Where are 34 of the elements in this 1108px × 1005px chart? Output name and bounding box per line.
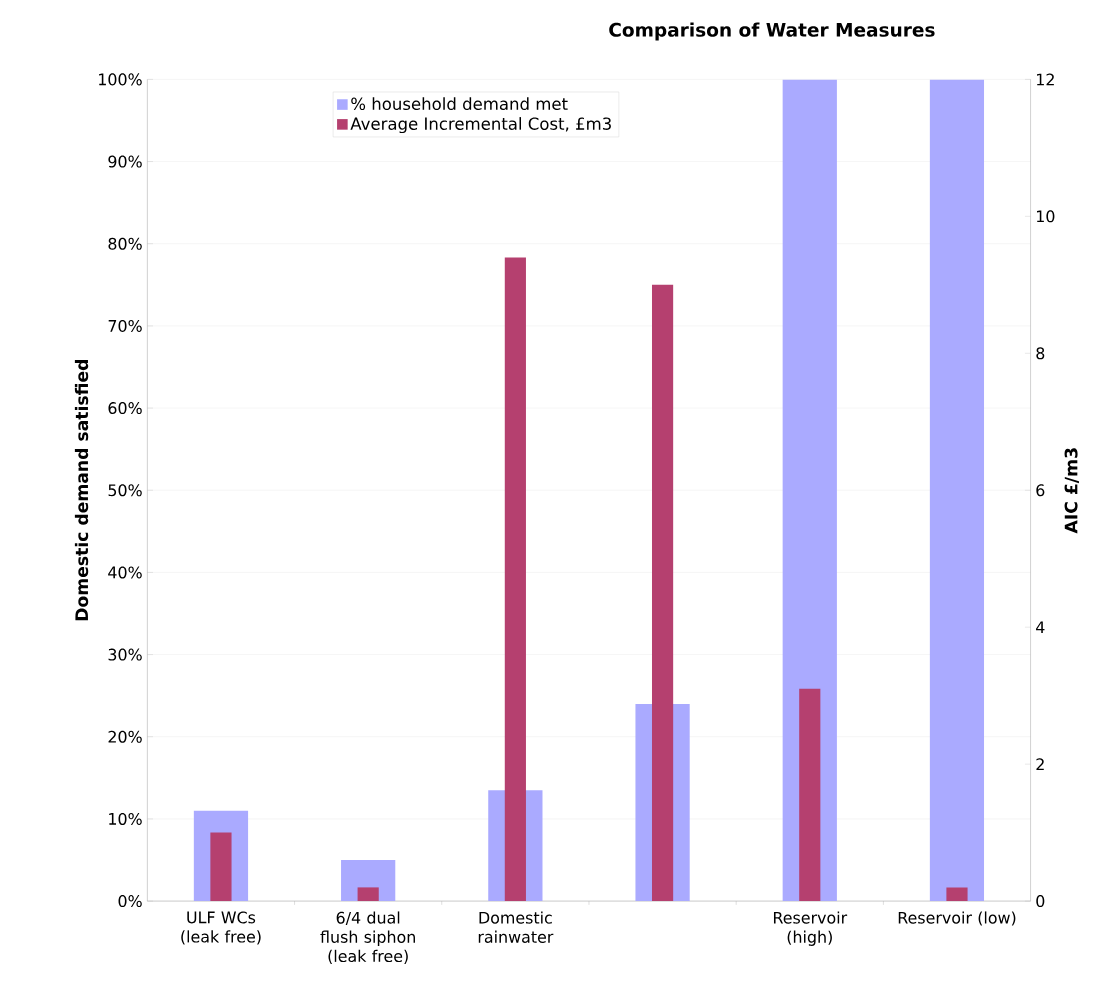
bar — [357, 887, 379, 901]
bar — [799, 688, 821, 901]
y2-tick-label: 10 — [1037, 210, 1055, 223]
y-tick-label: 20% — [108, 730, 142, 743]
y2-tick-label: 0 — [1036, 894, 1045, 907]
y-tick-label: 30% — [108, 648, 142, 661]
y-axis-title: Domestic demand satisfied — [74, 359, 89, 621]
y-tick-label: 40% — [108, 566, 142, 579]
y-tick-label: 60% — [108, 401, 142, 414]
y2-tick-label: 6 — [1036, 484, 1045, 497]
y-tick-label: 90% — [108, 155, 142, 168]
y2-tick-label: 12 — [1037, 73, 1054, 86]
chart-title: Comparison of Water Measures — [609, 22, 935, 41]
x-tick-label: Domestic rainwater — [478, 911, 554, 943]
x-tick-label: 6/4 dual flush siphon (leak free) — [320, 911, 415, 964]
y2-tick-label: 2 — [1036, 758, 1044, 770]
y2-tick-label: 4 — [1036, 621, 1045, 633]
x-tick-label: Reservoir (high) — [773, 911, 848, 946]
bar — [782, 79, 837, 901]
bar — [210, 832, 232, 901]
y2-tick-label: 8 — [1036, 347, 1045, 360]
y-tick-label: 10% — [109, 812, 142, 825]
x-tick-label: Reservoir (low) — [898, 911, 1016, 926]
y-tick-label: 100% — [99, 73, 142, 86]
bar — [929, 79, 985, 901]
x-tick-label: ULF WCs (leak free) — [181, 911, 261, 945]
y-tick-label: 0% — [118, 894, 142, 907]
y2-axis-title: AIC £/m3 — [1064, 448, 1079, 534]
legend-label: % household demand met — [351, 97, 568, 110]
y-tick-label: 50% — [108, 484, 142, 497]
legend-label: Average Incremental Cost, £m3 — [350, 116, 611, 133]
y-tick-label: 80% — [108, 237, 142, 250]
y-tick-label: 70% — [108, 319, 142, 332]
bar — [946, 887, 968, 901]
